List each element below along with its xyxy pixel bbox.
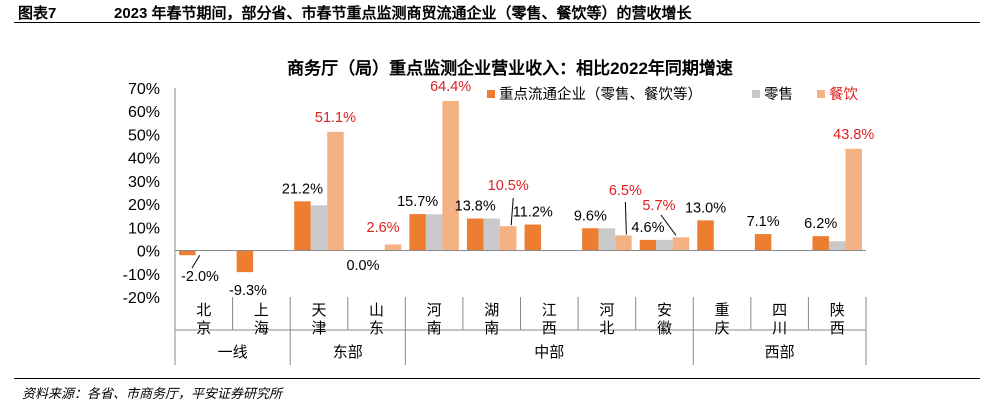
category-label-line2: 庆 xyxy=(715,320,730,337)
figure-label: 图表7 xyxy=(18,5,57,22)
category-label-line2: 徽 xyxy=(657,320,672,337)
y-tick-label: 10% xyxy=(128,220,160,237)
bar-retail xyxy=(828,241,846,251)
category-label-line1: 江 xyxy=(542,302,557,319)
bar-key-enterprises xyxy=(582,228,599,251)
category-label-line1: 河 xyxy=(427,302,442,319)
legend-swatch xyxy=(817,90,825,98)
data-label: 7.1% xyxy=(747,214,780,230)
bar-key-enterprises xyxy=(466,218,484,251)
group-label: 一线 xyxy=(218,344,248,361)
bar-key-enterprises xyxy=(812,236,829,251)
category-label-line2: 川 xyxy=(772,320,787,337)
data-label: 13.8% xyxy=(455,199,496,215)
category-label-line2: 海 xyxy=(254,320,269,337)
data-label-catering: 5.7% xyxy=(642,198,675,214)
data-label-catering: 43.8% xyxy=(833,127,874,143)
y-tick-label: 40% xyxy=(128,151,160,168)
category-label-line2: 南 xyxy=(484,320,499,337)
legend-label: 零售 xyxy=(764,86,793,103)
data-label: 4.6% xyxy=(631,220,664,236)
bar-retail xyxy=(656,239,673,251)
category-label-line1: 陕 xyxy=(830,302,845,319)
bar-retail xyxy=(310,205,328,251)
category-label-line1: 重 xyxy=(715,302,730,319)
y-tick-label: 0% xyxy=(137,244,160,261)
data-label: 0.0% xyxy=(346,258,379,274)
leader-line xyxy=(660,214,677,236)
y-tick-label: -20% xyxy=(123,290,160,307)
bar-key-enterprises xyxy=(236,250,254,273)
data-label-catering: 51.1% xyxy=(315,110,356,126)
data-label: 11.2% xyxy=(513,205,553,221)
bar-catering xyxy=(672,237,690,251)
leader-line xyxy=(510,197,514,226)
legend-swatch xyxy=(487,90,495,98)
bar-retail xyxy=(483,218,500,251)
source-text: 资料来源：各省、市商务厅，平安证券研究所 xyxy=(22,386,283,401)
data-label: -9.3% xyxy=(229,283,267,299)
category-label-line2: 津 xyxy=(311,320,326,337)
figure-caption: 2023 年春节期间，部分省、市春节重点监测商贸流通企业（零售、餐饮等）的营收增… xyxy=(114,5,692,22)
y-tick-label: 50% xyxy=(128,127,160,144)
y-tick-label: 60% xyxy=(128,104,160,121)
leader-line xyxy=(191,254,201,269)
data-label: -2.0% xyxy=(181,269,219,285)
category-label-line2: 西 xyxy=(830,320,845,337)
category-label-line1: 安 xyxy=(657,302,672,319)
y-tick-label: -10% xyxy=(123,267,160,284)
group-label: 西部 xyxy=(765,344,795,361)
y-tick-label: 20% xyxy=(128,197,160,214)
data-label-catering: 2.6% xyxy=(367,220,400,236)
category-label-line2: 东 xyxy=(369,320,384,337)
data-label: 6.2% xyxy=(804,216,837,232)
leader-line xyxy=(624,201,627,235)
data-label: 21.2% xyxy=(282,181,323,197)
bar-catering xyxy=(442,101,459,251)
legend-swatch xyxy=(752,90,760,98)
category-label-line1: 北 xyxy=(196,302,211,319)
category-label-line2: 南 xyxy=(427,320,442,337)
bar-retail xyxy=(598,228,616,251)
category-label-line1: 湖 xyxy=(484,302,499,319)
source-note: 资料来源：各省、市商务厅，平安证券研究所 xyxy=(14,378,980,402)
data-label-catering: 6.5% xyxy=(609,183,642,199)
bar-key-enterprises xyxy=(754,234,772,251)
chart-title: 商务厅（局）重点监测企业营业收入：相比2022年同期增速 xyxy=(287,58,733,78)
data-label: 15.7% xyxy=(397,194,438,210)
category-label-line2: 西 xyxy=(542,320,557,337)
category-label-line1: 天 xyxy=(311,302,326,319)
bar-key-enterprises xyxy=(697,220,714,251)
bar-catering xyxy=(327,131,344,251)
bar-retail xyxy=(425,214,443,251)
category-label-line2: 北 xyxy=(599,320,614,337)
bar-key-enterprises xyxy=(294,201,311,251)
category-label-line1: 山 xyxy=(369,302,384,319)
bar-key-enterprises xyxy=(179,250,196,256)
bar-catering xyxy=(615,235,632,251)
data-label: 9.6% xyxy=(574,208,607,224)
data-label-catering: 10.5% xyxy=(488,178,529,194)
y-tick-label: 70% xyxy=(128,81,160,98)
bar-key-enterprises xyxy=(639,239,657,251)
bar-key-enterprises xyxy=(524,224,542,251)
group-label: 中部 xyxy=(534,344,564,361)
bar-catering xyxy=(499,226,517,251)
legend-label: 重点流通企业（零售、餐饮等） xyxy=(499,85,702,103)
data-label-catering: 64.4% xyxy=(430,79,471,95)
y-tick-label: 30% xyxy=(128,174,160,191)
legend-label: 餐饮 xyxy=(829,86,858,103)
category-label-line1: 四 xyxy=(772,302,787,319)
bar-catering xyxy=(845,148,862,251)
bar-catering xyxy=(384,244,402,251)
category-label-line2: 京 xyxy=(196,320,211,337)
category-label-line1: 上 xyxy=(254,302,269,319)
bar-key-enterprises xyxy=(409,214,426,251)
category-label-line1: 河 xyxy=(599,302,614,319)
group-label: 东部 xyxy=(333,344,363,361)
figure-header: 图表7 2023 年春节期间，部分省、市春节重点监测商贸流通企业（零售、餐饮等）… xyxy=(14,2,980,23)
data-label: 13.0% xyxy=(685,200,726,216)
